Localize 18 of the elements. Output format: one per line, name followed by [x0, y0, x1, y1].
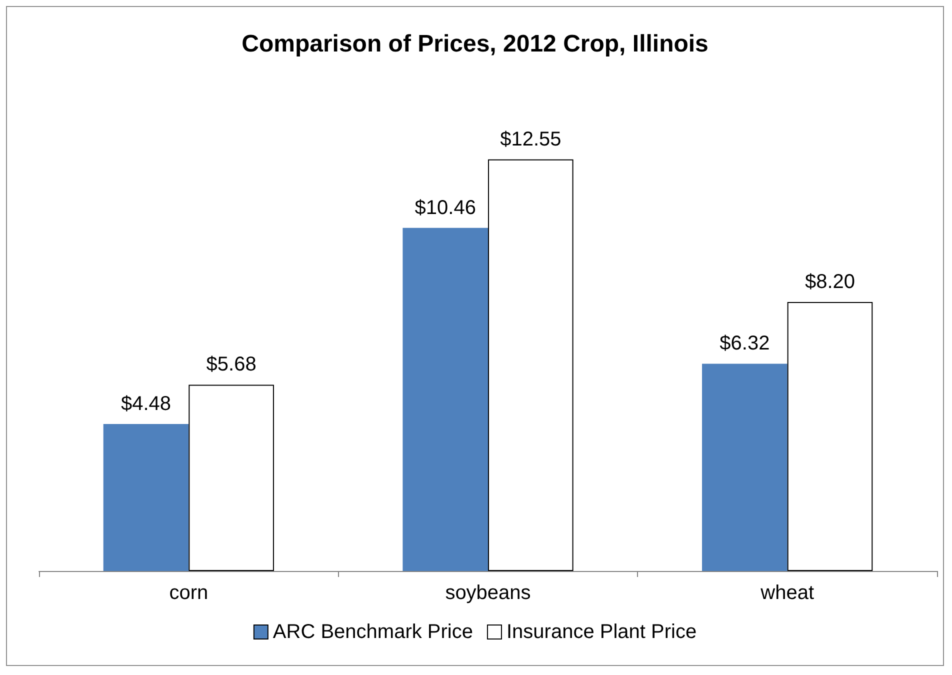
legend-label: ARC Benchmark Price — [272, 621, 473, 643]
data-label: $12.55 — [500, 128, 562, 150]
data-label: $6.32 — [720, 332, 770, 355]
chart-title: Comparison of Prices, 2012 Crop, Illinois — [242, 30, 708, 58]
x-tick-label: soybeans — [445, 582, 531, 604]
legend-label: Insurance Plant Price — [506, 621, 697, 643]
bar — [103, 424, 189, 571]
data-label: $10.46 — [414, 196, 476, 219]
bar — [488, 159, 574, 571]
data-label: $8.20 — [804, 271, 856, 294]
bar — [188, 384, 274, 571]
bar — [402, 228, 488, 571]
bar — [787, 302, 873, 571]
data-label: $4.48 — [120, 393, 172, 416]
x-tick-label: corn — [169, 582, 208, 604]
x-tick-label: wheat — [760, 582, 814, 604]
data-label: $5.68 — [206, 354, 256, 376]
bar — [702, 364, 788, 571]
